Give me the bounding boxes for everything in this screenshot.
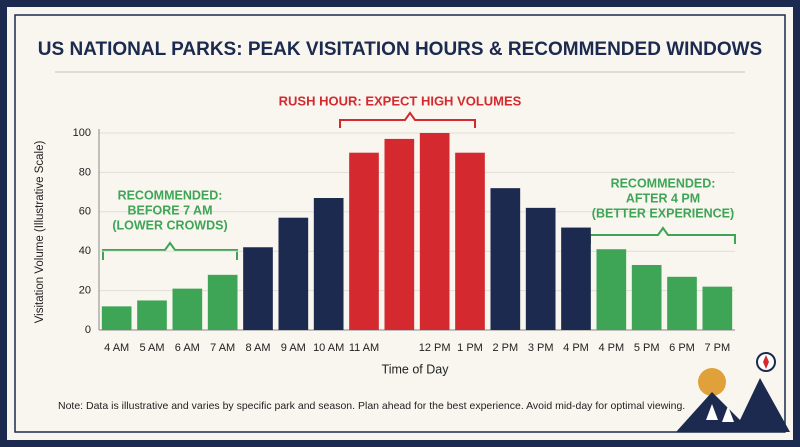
bar — [667, 276, 697, 330]
x-tick-label: 9 AM — [281, 342, 306, 354]
x-tick-label: 4 PM — [563, 342, 589, 354]
bar — [455, 152, 485, 330]
chart-title: US NATIONAL PARKS: PEAK VISITATION HOURS… — [38, 39, 762, 60]
x-tick-label: 8 AM — [245, 342, 270, 354]
x-axis-label: Time of Day — [382, 362, 450, 376]
x-tick-label: 7 PM — [704, 342, 730, 354]
bar — [702, 286, 733, 330]
bar — [349, 152, 379, 330]
morning-bracket — [102, 241, 238, 260]
x-tick-label: 6 PM — [669, 342, 695, 354]
bar — [172, 288, 203, 330]
bar — [101, 306, 132, 330]
note: Note: Data is illustrative and varies by… — [58, 400, 685, 412]
x-tick-label: 5 PM — [634, 342, 660, 354]
bar — [207, 274, 238, 330]
x-tick-label: 5 AM — [139, 342, 164, 354]
bar — [313, 198, 344, 330]
x-tick-label: 4 PM — [598, 342, 624, 354]
inner-border — [14, 14, 786, 433]
x-tick-label: 6 AM — [175, 342, 200, 354]
bar — [419, 133, 450, 330]
x-tick-label: 7 AM — [210, 342, 235, 354]
bar — [278, 217, 309, 330]
morning-annotation: BEFORE 7 AM — [128, 203, 213, 217]
y-tick-label: 100 — [73, 127, 91, 139]
x-tick-label: 4 AM — [104, 342, 129, 354]
y-tick-label: 60 — [79, 206, 91, 218]
morning-annotation: RECOMMENDED: — [118, 188, 223, 202]
x-tick-label: 10 AM — [313, 342, 344, 354]
mountain-icon — [676, 352, 790, 432]
y-tick-label: 40 — [79, 245, 91, 257]
morning-annotation: (LOWER CROWDS) — [112, 218, 227, 232]
x-tick-label: 12 PM — [419, 342, 451, 354]
bar — [561, 227, 591, 330]
rush-bracket — [339, 111, 476, 128]
bar — [384, 138, 415, 330]
bar — [137, 300, 167, 330]
evening-annotation: RECOMMENDED: — [611, 176, 716, 190]
y-axis-label: Visitation Volume (Illustrative Scale) — [34, 141, 46, 324]
bar — [525, 207, 556, 330]
rush-annotation: RUSH HOUR: EXPECT HIGH VOLUMES — [279, 93, 522, 108]
x-tick-label: 11 AM — [349, 342, 379, 354]
y-tick-label: 80 — [79, 166, 91, 178]
evening-annotation: AFTER 4 PM — [626, 191, 700, 205]
bar — [596, 249, 627, 330]
y-tick-label: 0 — [85, 324, 91, 336]
bar — [631, 264, 662, 330]
x-tick-label: 3 PM — [528, 342, 554, 354]
bar — [490, 188, 521, 330]
evening-annotation: (BETTER EXPERIENCE) — [592, 206, 734, 220]
x-tick-label: 1 PM — [457, 342, 483, 354]
bar — [243, 247, 273, 330]
x-tick-label: 2 PM — [492, 342, 518, 354]
y-tick-label: 20 — [79, 285, 91, 297]
